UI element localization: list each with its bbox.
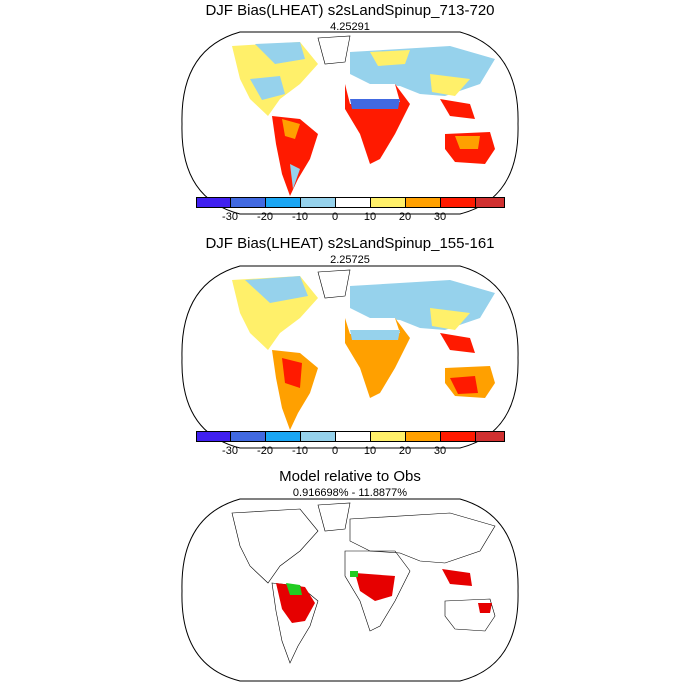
cbar1-box-5	[370, 197, 406, 208]
panel1-subtitle: 4.25291	[330, 21, 370, 33]
cbar1-box-1	[230, 197, 266, 208]
cbar2-label: -20	[257, 445, 273, 457]
cbar2-label: 20	[398, 445, 412, 457]
cbar2-box-2	[265, 431, 301, 442]
cbar1-label: 30	[433, 211, 447, 223]
cbar1-label: 0	[331, 211, 339, 223]
panel3-map	[181, 498, 519, 682]
cbar1-label: 20	[398, 211, 412, 223]
cbar2-label: 10	[363, 445, 377, 457]
panel3-title: Model relative to Obs	[279, 468, 421, 485]
panel2-map	[181, 265, 519, 449]
cbar2-box-3	[300, 431, 336, 442]
panel3-subtitle: 0.916698% - 11.8877%	[292, 487, 408, 499]
cbar1-box-2	[265, 197, 301, 208]
cbar1-label: -30	[222, 211, 238, 223]
cbar2-label: -30	[222, 445, 238, 457]
panel2-title: DJF Bias(LHEAT) s2sLandSpinup_155-161	[205, 235, 495, 252]
cbar2-label: 30	[433, 445, 447, 457]
panel2-colorbar: -30 -20 -10 0 10 20 30	[196, 431, 505, 461]
cbar2-label: -10	[292, 445, 308, 457]
cbar2-box-1	[230, 431, 266, 442]
cbar2-box-8	[475, 431, 505, 442]
cbar1-box-0	[196, 197, 231, 208]
cbar1-box-3	[300, 197, 336, 208]
panel1-title: DJF Bias(LHEAT) s2sLandSpinup_713-720	[205, 2, 495, 19]
cbar2-box-7	[440, 431, 476, 442]
panel2-subtitle: 2.25725	[330, 254, 370, 266]
panel1-colorbar: -30 -20 -10 0 10 20 30	[196, 197, 505, 227]
cbar2-box-6	[405, 431, 441, 442]
cbar1-box-7	[440, 197, 476, 208]
cbar1-label: -20	[257, 211, 273, 223]
cbar2-box-4	[335, 431, 371, 442]
cbar1-label: -10	[292, 211, 308, 223]
cbar2-box-5	[370, 431, 406, 442]
cbar2-label: 0	[331, 445, 339, 457]
cbar1-label: 10	[363, 211, 377, 223]
panel1-map	[181, 31, 519, 215]
cbar1-box-6	[405, 197, 441, 208]
cbar1-box-4	[335, 197, 371, 208]
cbar1-box-8	[475, 197, 505, 208]
cbar2-box-0	[196, 431, 231, 442]
